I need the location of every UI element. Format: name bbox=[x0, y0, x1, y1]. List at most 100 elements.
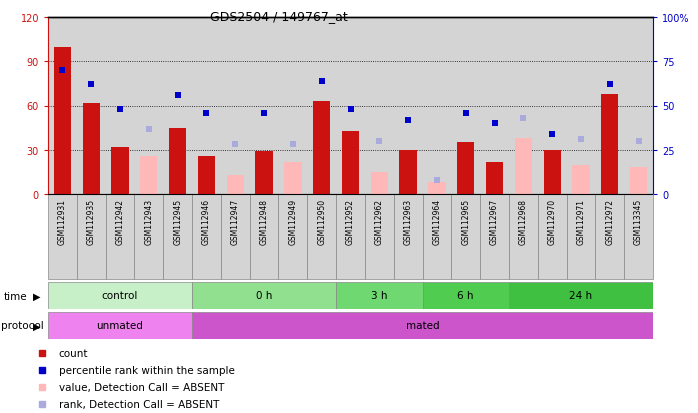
Bar bbox=[192, 312, 653, 339]
Bar bbox=[399, 150, 417, 195]
Bar bbox=[595, 18, 624, 195]
Bar bbox=[509, 18, 537, 195]
Text: GSM112964: GSM112964 bbox=[433, 199, 441, 245]
Bar bbox=[192, 195, 221, 279]
Bar bbox=[163, 18, 192, 195]
Bar bbox=[624, 195, 653, 279]
Text: protocol: protocol bbox=[1, 321, 43, 331]
Bar bbox=[140, 156, 158, 195]
Text: GSM112968: GSM112968 bbox=[519, 199, 528, 244]
Bar bbox=[371, 173, 388, 195]
Bar bbox=[365, 195, 394, 279]
Text: control: control bbox=[102, 291, 138, 301]
Bar bbox=[227, 176, 244, 195]
Bar bbox=[336, 18, 365, 195]
Bar bbox=[509, 282, 653, 309]
Bar bbox=[567, 18, 595, 195]
Text: 6 h: 6 h bbox=[457, 291, 474, 301]
Text: GSM112963: GSM112963 bbox=[403, 199, 413, 245]
Bar bbox=[572, 165, 590, 195]
Bar bbox=[624, 18, 653, 195]
Text: GSM112962: GSM112962 bbox=[375, 199, 384, 244]
Bar bbox=[544, 150, 560, 195]
Text: GSM112945: GSM112945 bbox=[173, 199, 182, 245]
Bar bbox=[365, 18, 394, 195]
Text: GSM112931: GSM112931 bbox=[58, 199, 67, 244]
Bar bbox=[221, 195, 250, 279]
Text: GSM112935: GSM112935 bbox=[87, 199, 96, 245]
Bar bbox=[48, 312, 192, 339]
Bar bbox=[279, 18, 307, 195]
Text: ▶: ▶ bbox=[33, 291, 40, 301]
Text: time: time bbox=[3, 291, 27, 301]
Bar bbox=[163, 195, 192, 279]
Text: GSM112947: GSM112947 bbox=[231, 199, 239, 245]
Bar bbox=[422, 195, 452, 279]
Text: GSM112948: GSM112948 bbox=[260, 199, 269, 244]
Text: GSM112972: GSM112972 bbox=[605, 199, 614, 244]
Bar bbox=[342, 131, 359, 195]
Text: GSM113345: GSM113345 bbox=[634, 199, 643, 245]
Bar bbox=[630, 168, 647, 195]
Bar bbox=[307, 18, 336, 195]
Text: 0 h: 0 h bbox=[256, 291, 272, 301]
Bar bbox=[307, 195, 336, 279]
Bar bbox=[567, 195, 595, 279]
Bar bbox=[595, 195, 624, 279]
Text: unmated: unmated bbox=[96, 321, 144, 331]
Bar bbox=[452, 18, 480, 195]
Text: GSM112942: GSM112942 bbox=[116, 199, 124, 244]
Bar bbox=[77, 18, 105, 195]
Bar bbox=[279, 195, 307, 279]
Bar bbox=[457, 143, 475, 195]
Bar bbox=[429, 183, 445, 195]
Bar bbox=[422, 18, 452, 195]
Bar bbox=[452, 195, 480, 279]
Bar bbox=[313, 102, 330, 195]
Bar bbox=[192, 18, 221, 195]
Text: GSM112949: GSM112949 bbox=[288, 199, 297, 245]
Bar bbox=[284, 162, 302, 195]
Bar bbox=[250, 195, 279, 279]
Bar bbox=[480, 195, 509, 279]
Bar bbox=[105, 18, 135, 195]
Text: 24 h: 24 h bbox=[570, 291, 593, 301]
Text: 3 h: 3 h bbox=[371, 291, 387, 301]
Bar bbox=[169, 128, 186, 195]
Bar bbox=[82, 103, 100, 195]
Bar bbox=[394, 18, 422, 195]
Bar bbox=[221, 18, 250, 195]
Bar bbox=[192, 282, 336, 309]
Text: rank, Detection Call = ABSENT: rank, Detection Call = ABSENT bbox=[59, 399, 219, 409]
Bar bbox=[48, 282, 192, 309]
Text: GDS2504 / 149767_at: GDS2504 / 149767_at bbox=[210, 10, 348, 23]
Bar bbox=[336, 195, 365, 279]
Bar bbox=[514, 139, 532, 195]
Text: count: count bbox=[59, 348, 88, 358]
Bar bbox=[77, 195, 105, 279]
Bar bbox=[422, 282, 509, 309]
Bar bbox=[394, 195, 422, 279]
Text: mated: mated bbox=[406, 321, 439, 331]
Bar bbox=[48, 18, 77, 195]
Text: value, Detection Call = ABSENT: value, Detection Call = ABSENT bbox=[59, 382, 224, 392]
Bar bbox=[336, 282, 422, 309]
Bar bbox=[601, 95, 618, 195]
Bar bbox=[486, 162, 503, 195]
Bar bbox=[537, 195, 567, 279]
Bar bbox=[537, 18, 567, 195]
Bar bbox=[135, 195, 163, 279]
Bar bbox=[135, 18, 163, 195]
Text: GSM112943: GSM112943 bbox=[144, 199, 154, 245]
Text: GSM112952: GSM112952 bbox=[346, 199, 355, 244]
Bar bbox=[480, 18, 509, 195]
Text: GSM112965: GSM112965 bbox=[461, 199, 470, 245]
Bar bbox=[48, 195, 77, 279]
Bar bbox=[255, 152, 273, 195]
Bar bbox=[112, 147, 128, 195]
Text: GSM112950: GSM112950 bbox=[317, 199, 326, 245]
Text: ▶: ▶ bbox=[33, 321, 40, 331]
Text: GSM112971: GSM112971 bbox=[577, 199, 586, 244]
Bar bbox=[105, 195, 135, 279]
Bar bbox=[54, 47, 71, 195]
